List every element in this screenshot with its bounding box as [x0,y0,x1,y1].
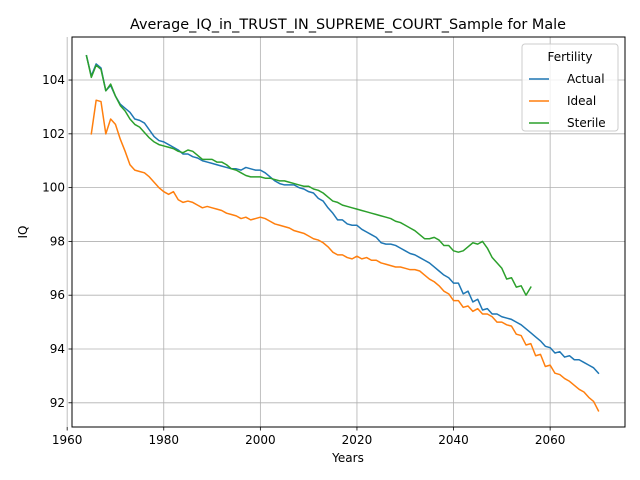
legend: Fertility Actual Ideal Sterile [521,43,619,132]
x-tick-label: 2040 [438,433,469,447]
x-tick-label: 1960 [52,433,83,447]
x-axis-label: Years [331,451,364,465]
series-line-actual [85,54,600,375]
x-axis: 1960 1980 2000 2020 2040 2060 [52,427,566,447]
y-tick-label: 102 [42,127,65,141]
legend-label-actual: Actual [567,72,605,86]
y-tick-label: 94 [50,342,65,356]
legend-label-sterile: Sterile [567,116,606,130]
y-tick-label: 104 [42,73,65,87]
legend-label-ideal: Ideal [567,94,596,108]
y-tick-label: 96 [50,288,65,302]
series-layer [85,54,600,412]
y-axis: 92 94 96 98 100 102 104 [42,73,72,410]
legend-title: Fertility [547,50,592,64]
y-tick-label: 100 [42,181,65,195]
x-tick-label: 2000 [245,433,276,447]
plot-frame [71,36,626,428]
y-tick-label: 92 [50,396,65,410]
x-tick-label: 2060 [535,433,566,447]
series-line-sterile [85,54,532,296]
y-axis-label: IQ [16,226,30,239]
y-tick-label: 98 [50,234,65,248]
x-tick-label: 1980 [148,433,179,447]
x-tick-label: 2020 [342,433,373,447]
grid-lines [66,37,625,427]
series-line-ideal [90,99,600,412]
chart-title: Average_IQ_in_TRUST_IN_SUPREME_COURT_Sam… [130,17,566,33]
legend-box [521,43,619,132]
